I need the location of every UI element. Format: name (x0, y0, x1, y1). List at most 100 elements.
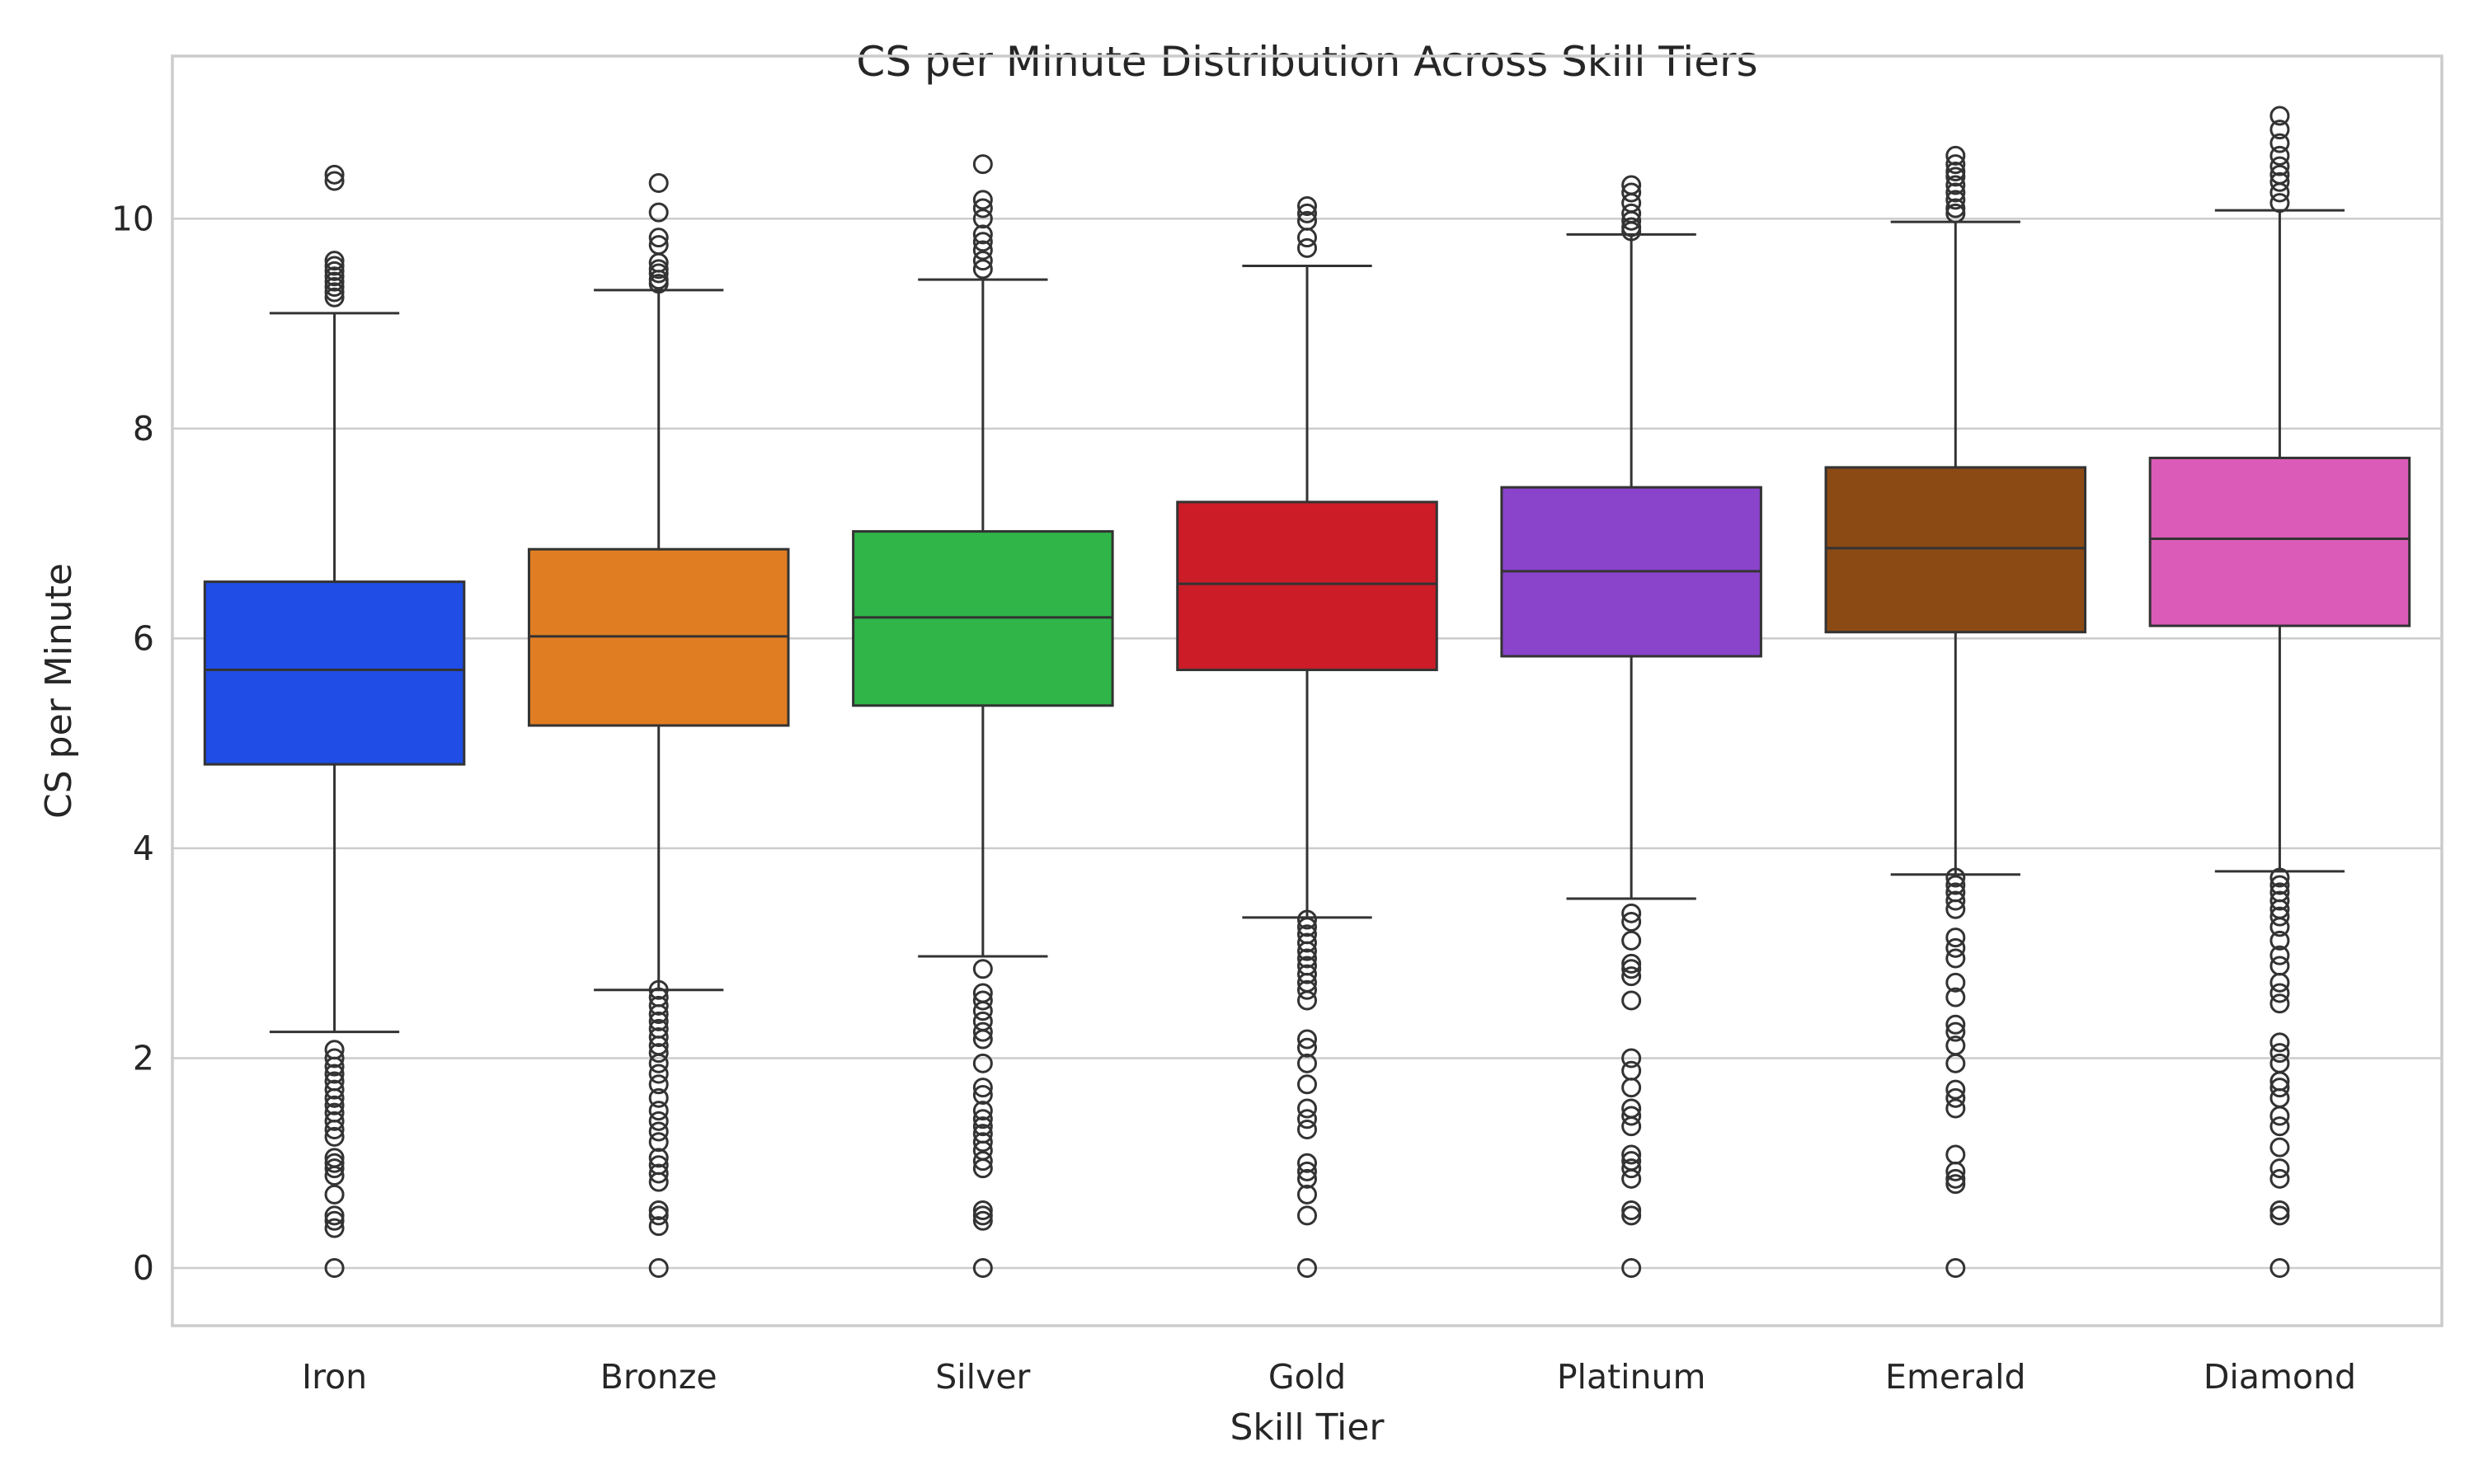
outlier-point (972, 1116, 993, 1137)
outlier-point (1945, 890, 1966, 911)
outlier-point (324, 287, 345, 308)
outlier-point (648, 1064, 669, 1084)
outlier-point (324, 1210, 345, 1231)
outlier-point (2269, 106, 2290, 126)
outlier-point (2269, 917, 2290, 937)
x-tick-label: Iron (302, 1357, 367, 1397)
outlier-point (324, 171, 345, 191)
outlier-point (972, 990, 993, 1011)
box-rect (1824, 466, 2087, 634)
outlier-point (648, 1043, 669, 1064)
outlier-point (1621, 990, 1642, 1011)
outlier-point (972, 251, 993, 271)
outlier-point (2269, 1032, 2290, 1053)
outlier-point (1297, 941, 1317, 961)
outlier-point (1621, 930, 1642, 951)
outlier-point (972, 224, 993, 245)
y-tick-label: 4 (133, 829, 154, 868)
outlier-point (324, 1120, 345, 1139)
outlier-point (1297, 1184, 1317, 1205)
outlier-point (1945, 175, 1966, 195)
outlier-point (648, 1004, 669, 1024)
plot-frame (171, 54, 2443, 1327)
outlier-point (324, 1126, 345, 1147)
outlier-point (2269, 1200, 2290, 1220)
outlier-point (972, 240, 993, 261)
outlier-point (648, 979, 669, 1000)
outlier-point (1621, 903, 1642, 923)
x-axis-label: Skill Tier (1230, 1407, 1385, 1449)
outlier-point (2269, 867, 2290, 888)
y-tick-label: 8 (133, 409, 154, 448)
outlier-point (972, 259, 993, 279)
outlier-point (648, 1132, 669, 1153)
outlier-point (2269, 972, 2290, 993)
outlier-point (2269, 171, 2290, 192)
box-group (203, 164, 466, 1278)
outlier-point (1621, 1078, 1642, 1098)
outlier-point (1945, 162, 1966, 181)
outlier-point (1945, 203, 1966, 223)
outlier-point (1297, 1037, 1317, 1058)
outlier-point (1297, 1161, 1317, 1181)
chart-title: CS per Minute Distribution Across Skill … (856, 38, 1757, 86)
outlier-point (972, 1210, 993, 1231)
outlier-point (1297, 979, 1317, 1000)
box-group (1500, 175, 1762, 1278)
outlier-point (972, 1258, 993, 1278)
x-tick-label: Emerald (1885, 1357, 2025, 1397)
outlier-point (1297, 1168, 1317, 1189)
x-axis-ticks: Iron Bronze Silver Gold Platinum Emerald Diamo… (302, 1357, 2356, 1397)
outlier-point (1621, 1258, 1642, 1278)
outlier-point (648, 1205, 669, 1226)
x-tick-label: Diamond (2204, 1357, 2356, 1397)
outlier-point (972, 959, 993, 979)
outlier-point (648, 173, 669, 193)
outlier-point (648, 1074, 669, 1095)
outlier-point (648, 1027, 669, 1047)
outlier-point (648, 1011, 669, 1031)
outlier-point (1621, 221, 1642, 242)
outlier-point (2269, 956, 2290, 976)
outlier-point (1945, 928, 1966, 948)
outlier-point (324, 277, 345, 297)
y-tick-label: 2 (133, 1038, 154, 1078)
outlier-point (1945, 1021, 1966, 1042)
outlier-point (1621, 210, 1642, 231)
outlier-point (1621, 1048, 1642, 1068)
outlier-point (1297, 1153, 1317, 1173)
outlier-point (1297, 909, 1317, 930)
box-group (1824, 145, 2087, 1278)
outlier-point (1621, 1060, 1642, 1081)
outlier-point (972, 1101, 993, 1121)
y-axis-ticks: 0 2 4 6 8 10 (111, 199, 154, 1288)
outlier-point (324, 1079, 345, 1100)
outlier-point (1945, 1014, 1966, 1035)
outlier-point (324, 1064, 345, 1084)
outlier-point (1297, 237, 1317, 258)
outlier-point (1621, 1106, 1642, 1126)
outlier-point (324, 1166, 345, 1186)
outlier-point (2269, 1137, 2290, 1158)
y-tick-label: 10 (111, 199, 154, 238)
outlier-point (2269, 1078, 2290, 1098)
outlier-point (1945, 972, 1966, 993)
outlier-point (1945, 1144, 1966, 1165)
outlier-point (972, 154, 993, 175)
outlier-point (324, 1218, 345, 1238)
x-tick-label: Gold (1268, 1357, 1346, 1397)
outlier-point (972, 1200, 993, 1220)
outlier-point (1621, 912, 1642, 932)
outlier-point (2269, 993, 2290, 1014)
outlier-point (972, 209, 993, 229)
outlier-point (2269, 1043, 2290, 1064)
outlier-point (324, 1095, 345, 1115)
outlier-point (648, 1172, 669, 1192)
outlier-point (2269, 890, 2290, 911)
outlier-point (648, 1087, 669, 1108)
outlier-point (324, 1111, 345, 1131)
outlier-point (972, 198, 993, 218)
outlier-point (1297, 1029, 1317, 1050)
box-group (2148, 106, 2411, 1278)
outlier-point (1297, 948, 1317, 969)
